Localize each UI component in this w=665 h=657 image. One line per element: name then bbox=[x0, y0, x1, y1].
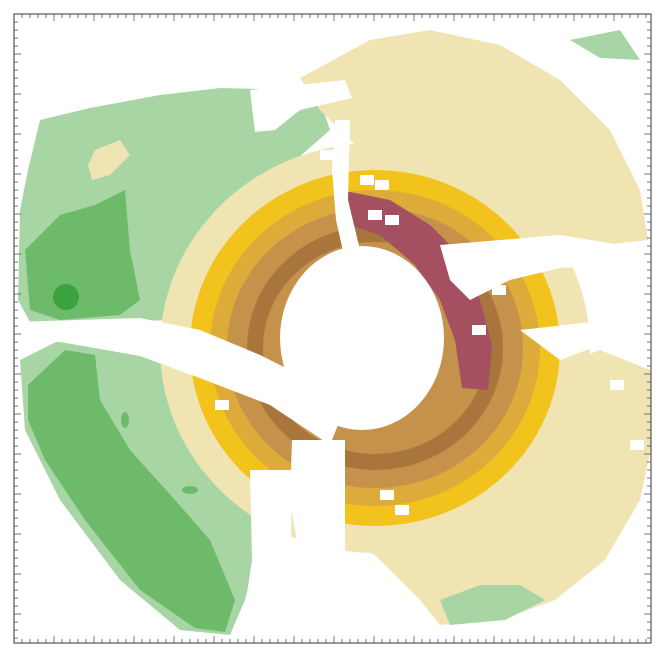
patch-lower-right-green bbox=[440, 585, 545, 625]
gap-speckle bbox=[205, 368, 219, 378]
plot-frame bbox=[13, 13, 652, 644]
gap-speckle bbox=[630, 440, 644, 450]
gap-speckle bbox=[472, 325, 486, 335]
gap-top-wedge bbox=[332, 120, 360, 260]
gap-speckle bbox=[375, 180, 389, 190]
gap-right-notch bbox=[520, 320, 651, 360]
gap-speckle bbox=[368, 210, 382, 220]
gap-speckle bbox=[610, 380, 624, 390]
patch-small-green bbox=[182, 486, 198, 494]
gap-speckle bbox=[300, 455, 314, 465]
gap-speckle bbox=[215, 400, 229, 410]
gap-speckle bbox=[320, 462, 334, 472]
gap-speckle bbox=[385, 215, 399, 225]
patch-cream-streak bbox=[88, 140, 130, 180]
patch-top-right-green bbox=[570, 30, 640, 60]
gap-speckle bbox=[360, 175, 374, 185]
gap-speckle bbox=[240, 378, 254, 388]
patch-small-green-2 bbox=[121, 412, 129, 428]
frame-ticks bbox=[13, 13, 651, 643]
patch-upper-left-green bbox=[25, 190, 140, 320]
gap-left-wedge bbox=[14, 318, 340, 445]
gap-speckle bbox=[320, 150, 334, 160]
gap-bottom-left-wedge bbox=[240, 470, 292, 640]
gap-speckle bbox=[380, 490, 394, 500]
gap-top-left-wedge bbox=[250, 80, 352, 132]
patch-dark-green-spot bbox=[53, 284, 79, 310]
gap-bottom-wedge bbox=[290, 440, 345, 560]
gap-right-wedge bbox=[440, 235, 651, 300]
ring-core bbox=[280, 246, 444, 430]
gap-speckle bbox=[492, 285, 506, 295]
data-gaps bbox=[14, 80, 651, 640]
gap-speckle bbox=[460, 270, 474, 280]
sector-upper-right bbox=[300, 30, 648, 250]
gap-speckle bbox=[395, 505, 409, 515]
patch-lower-left-green bbox=[28, 350, 235, 632]
